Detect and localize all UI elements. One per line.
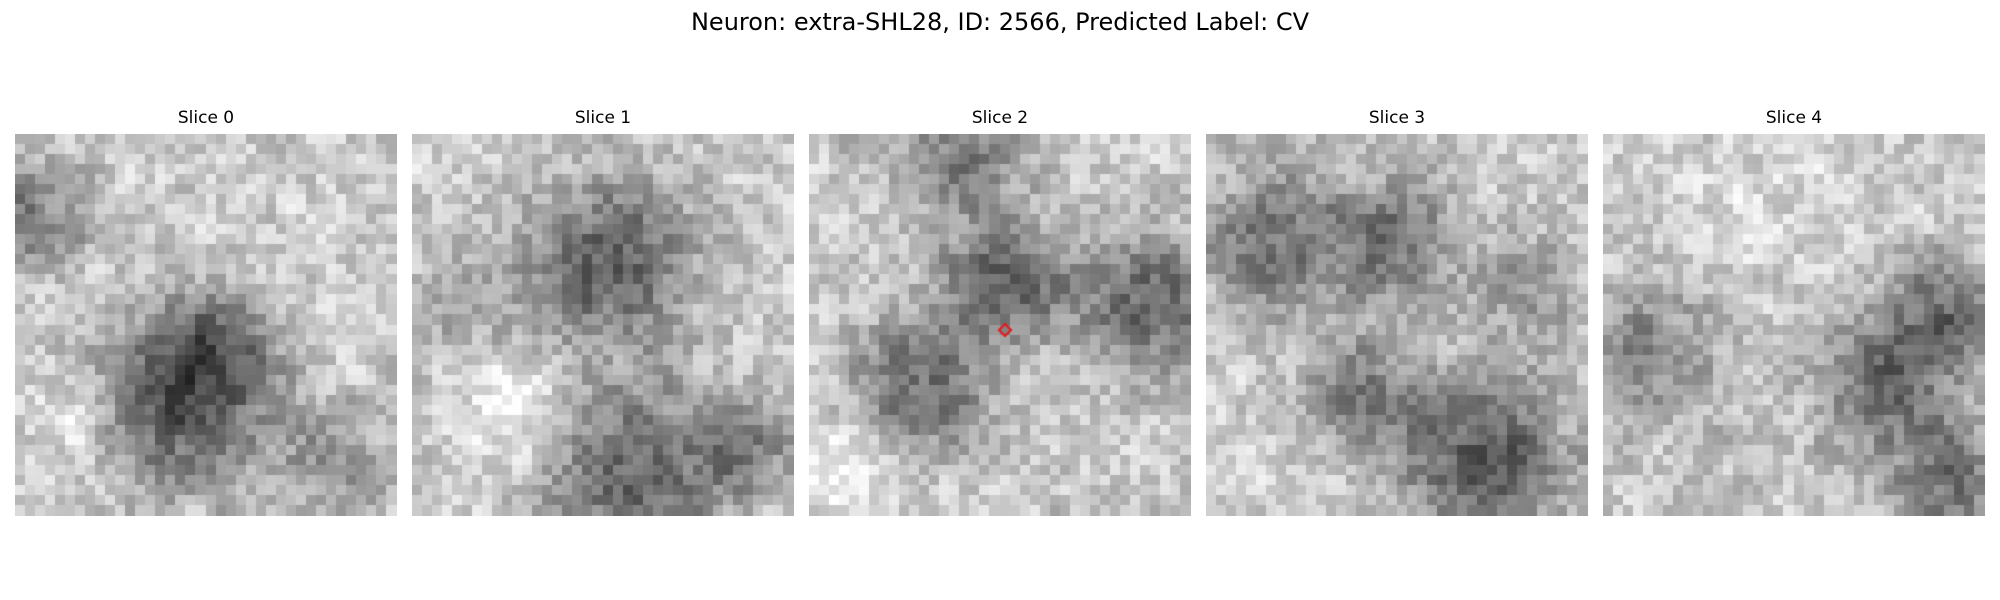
slice-panel-0: Slice 0 xyxy=(15,106,397,516)
slice-panel-4: Slice 4 xyxy=(1603,106,1985,516)
slice-image xyxy=(809,134,1191,516)
slice-image xyxy=(1603,134,1985,516)
slice-title: Slice 0 xyxy=(177,108,235,128)
slice-title: Slice 4 xyxy=(1765,108,1823,128)
slice-title: Slice 3 xyxy=(1368,108,1426,128)
slice-image xyxy=(1206,134,1588,516)
slice-panel-2: Slice 2 xyxy=(809,106,1191,516)
slice-image xyxy=(15,134,397,516)
slice-panel-3: Slice 3 xyxy=(1206,106,1588,516)
slice-panel-1: Slice 1 xyxy=(412,106,794,516)
slice-title: Slice 1 xyxy=(574,108,632,128)
slice-image xyxy=(412,134,794,516)
slice-title: Slice 2 xyxy=(971,108,1029,128)
figure-title: Neuron: extra-SHL28, ID: 2566, Predicted… xyxy=(690,8,1310,36)
